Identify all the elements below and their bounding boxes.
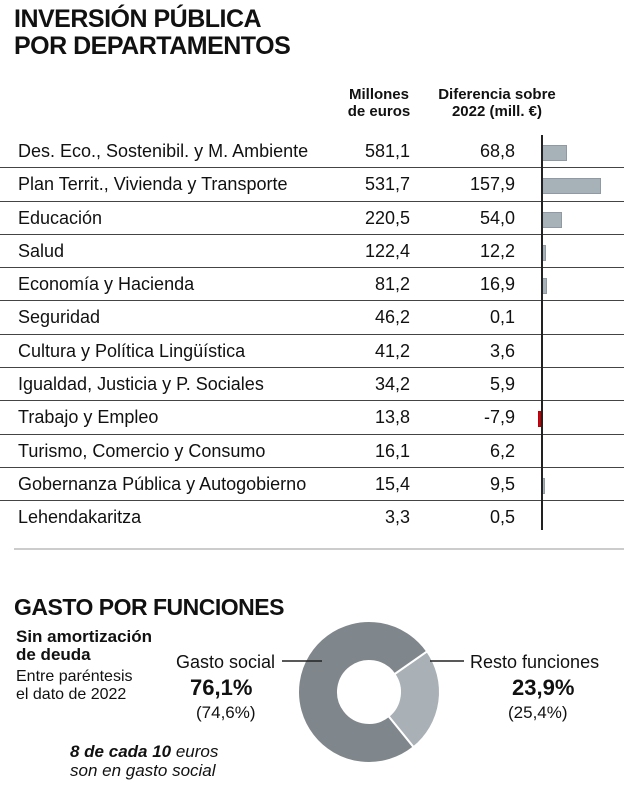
header-dif-1: Diferencia sobre <box>438 86 556 103</box>
header-dif-2: 2022 (mill. €) <box>451 103 543 120</box>
table-row: Educación 220,5 54,0 <box>0 202 624 235</box>
diferencia-value: -7,9 <box>483 407 515 428</box>
section-divider <box>14 548 624 550</box>
table-row: Seguridad 46,2 0,1 <box>0 301 624 335</box>
note-1: Entre paréntesis <box>16 668 133 685</box>
millones-value: 581,1 <box>364 141 410 161</box>
label-gasto-social: Gasto social <box>176 652 276 672</box>
diferencia-value: 16,9 <box>479 274 515 295</box>
table-row: Des. Eco., Sostenibil. y M. Ambiente 581,… <box>0 135 624 169</box>
diferencia-value: 5,9 <box>489 374 515 395</box>
label-resto-funciones: Resto funciones <box>470 652 600 672</box>
table-row: Trabajo y Empleo 13,8 -7,9 <box>0 401 624 435</box>
millones-value: 220,5 <box>364 207 410 228</box>
millones-value: 13,8 <box>374 407 410 428</box>
pct-gasto-social: 76,1% <box>190 675 253 700</box>
diferencia-value: 12,2 <box>479 240 515 261</box>
diferencia-value: 3,6 <box>489 340 515 361</box>
pct-resto-funciones: 23,9% <box>512 675 575 700</box>
department-label: Salud <box>18 240 65 261</box>
note-bold-2: de deuda <box>16 645 91 664</box>
diferencia-value: 68,8 <box>479 141 515 161</box>
diferencia-value: 0,1 <box>489 307 515 328</box>
department-label: Turismo, Comercio y Consumo <box>18 440 266 461</box>
millones-value: 81,2 <box>374 274 410 295</box>
tagline-2: son en gasto social <box>70 761 216 780</box>
header-millones-1: Millones <box>348 86 409 103</box>
department-label: Igualdad, Justicia y P. Sociales <box>18 374 264 395</box>
chart-title: INVERSIÓN PÚBLICA POR DEPARTAMENTOS <box>14 5 291 60</box>
millones-value: 46,2 <box>374 307 410 328</box>
department-label: Plan Territ., Vivienda y Transporte <box>18 174 288 195</box>
note-bold: Sin amortización de deuda <box>16 628 152 664</box>
millones-value: 531,7 <box>364 174 410 195</box>
tagline-bold: 8 de cada 10 <box>70 742 172 761</box>
department-label: Trabajo y Empleo <box>18 407 159 428</box>
department-table: Des. Eco., Sostenibil. y M. Ambiente 581,… <box>0 135 624 535</box>
slice-resto-funciones <box>387 649 441 749</box>
millones-value: 41,2 <box>374 340 410 361</box>
diferencia-value: 54,0 <box>479 207 515 228</box>
diferencia-value: 0,5 <box>489 507 515 528</box>
table-row: Cultura y Política Lingüística 41,2 3,6 <box>0 335 624 369</box>
diferencia-value: 157,9 <box>469 174 515 195</box>
title-line-1: INVERSIÓN PÚBLICA <box>14 5 262 33</box>
table-row: Igualdad, Justicia y P. Sociales 34,2 5,9 <box>0 368 624 402</box>
prev-gasto-social: (74,6%) <box>196 703 256 722</box>
table-row: Salud 122,4 12,2 <box>0 235 624 269</box>
title-line-2: POR DEPARTAMENTOS <box>14 32 291 60</box>
note-2: el dato de 2022 <box>16 686 127 703</box>
diferencia-value: 9,5 <box>489 473 515 494</box>
header-millones-2: de euros <box>347 103 411 120</box>
table-row: Gobernanza Pública y Autogobierno 15,4 9,5 <box>0 468 624 502</box>
tagline: 8 de cada 10 euros son en gasto social <box>70 742 218 780</box>
note-bold-1: Sin amortización <box>16 627 153 646</box>
millones-value: 3,3 <box>384 507 410 528</box>
section-title: GASTO POR FUNCIONES <box>14 594 284 620</box>
table-row: Economía y Hacienda 81,2 16,9 <box>0 268 624 302</box>
department-label: Des. Eco., Sostenibil. y M. Ambiente <box>18 141 309 161</box>
department-label: Gobernanza Pública y Autogobierno <box>18 473 307 494</box>
department-label: Economía y Hacienda <box>18 274 195 295</box>
header-diferencia: Diferencia sobre 2022 (mill. €) <box>424 86 570 120</box>
department-label: Educación <box>18 207 103 228</box>
department-label: Lehendakaritza <box>18 507 142 528</box>
slice-gasto-social <box>297 620 429 764</box>
header-millones: Millones de euros <box>336 86 422 120</box>
millones-value: 16,1 <box>374 440 410 461</box>
bar-zero-axis <box>541 135 543 530</box>
millones-value: 15,4 <box>374 473 410 494</box>
prev-resto-funciones: (25,4%) <box>508 703 568 722</box>
table-row: Lehendakaritza 3,3 0,5 <box>0 501 624 534</box>
diferencia-value: 6,2 <box>489 440 515 461</box>
note: Entre paréntesis el dato de 2022 <box>16 668 133 704</box>
department-label: Cultura y Política Lingüística <box>18 340 246 361</box>
millones-value: 122,4 <box>364 240 410 261</box>
millones-value: 34,2 <box>374 374 410 395</box>
table-row: Plan Territ., Vivienda y Transporte 531,7… <box>0 168 624 202</box>
department-label: Seguridad <box>18 307 101 328</box>
negative-bar <box>538 411 541 428</box>
tagline-rest: euros <box>171 742 219 761</box>
